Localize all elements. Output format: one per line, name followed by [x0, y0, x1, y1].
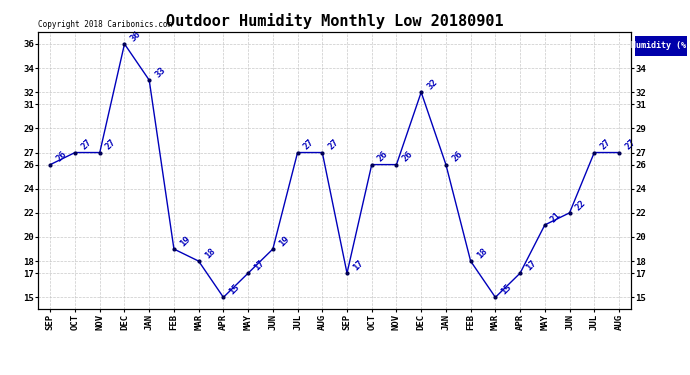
- Text: 19: 19: [178, 234, 192, 248]
- Text: 26: 26: [55, 150, 68, 164]
- Text: 26: 26: [401, 150, 415, 164]
- Text: 15: 15: [228, 283, 242, 297]
- Text: 27: 27: [326, 138, 340, 152]
- Text: 15: 15: [500, 283, 513, 297]
- Text: 36: 36: [128, 29, 143, 43]
- Text: 18: 18: [203, 246, 217, 260]
- Text: 27: 27: [79, 138, 93, 152]
- Text: 27: 27: [598, 138, 613, 152]
- Text: 27: 27: [302, 138, 316, 152]
- Text: 22: 22: [573, 198, 588, 212]
- Text: 27: 27: [623, 138, 637, 152]
- Text: 33: 33: [153, 65, 168, 80]
- Text: Copyright 2018 Caribonics.com: Copyright 2018 Caribonics.com: [38, 20, 172, 29]
- Text: 32: 32: [425, 78, 440, 92]
- Title: Outdoor Humidity Monthly Low 20180901: Outdoor Humidity Monthly Low 20180901: [166, 13, 504, 29]
- Text: 17: 17: [351, 258, 365, 272]
- Text: 17: 17: [253, 258, 266, 272]
- Text: 26: 26: [450, 150, 464, 164]
- Text: 17: 17: [524, 258, 538, 272]
- Text: 27: 27: [104, 138, 118, 152]
- Text: 26: 26: [376, 150, 390, 164]
- Text: 19: 19: [277, 234, 291, 248]
- Text: 21: 21: [549, 210, 563, 224]
- Text: Humidity (%): Humidity (%): [631, 42, 690, 51]
- Text: 18: 18: [475, 246, 489, 260]
